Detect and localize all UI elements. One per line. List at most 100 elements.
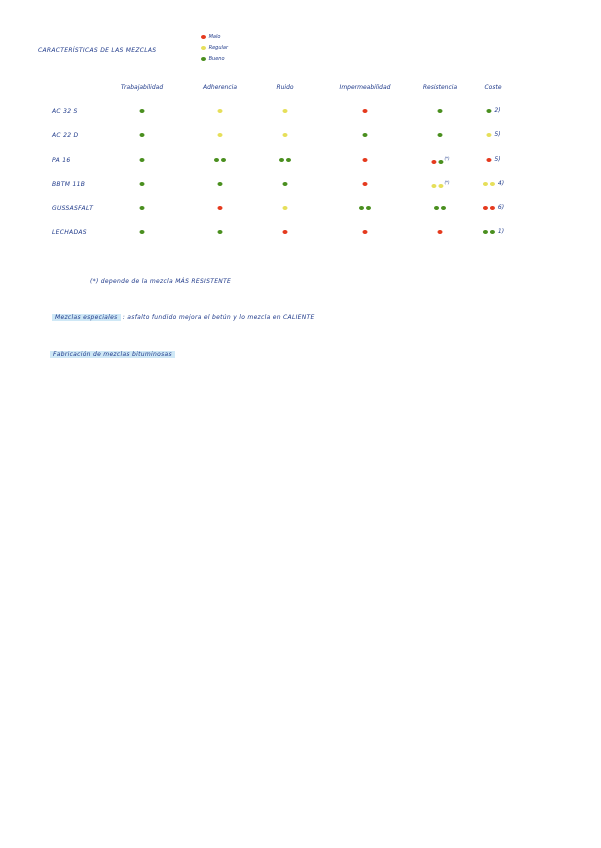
rating-dot-bueno: [217, 181, 223, 186]
coste-rank: 5): [494, 156, 501, 163]
rating-dot-bueno: [441, 205, 446, 210]
note-marker: (*): [444, 180, 450, 185]
rating-cell: [282, 131, 289, 138]
rating-dot-bueno: [366, 205, 371, 210]
rating-dot-bueno: [359, 205, 364, 210]
column-header: Ruido: [276, 84, 294, 91]
rating-dot-bueno: [279, 157, 284, 162]
rating-cell: 4): [482, 180, 504, 187]
legend-item: Bueno: [200, 56, 225, 62]
legend-dot: [201, 56, 206, 61]
row-label: GUSSASFALT: [52, 205, 94, 212]
rating-cell: 5): [485, 156, 501, 163]
rating-dot-malo: [437, 229, 443, 234]
rating-cell: 5): [485, 131, 501, 138]
row-label: AC 22 D: [52, 132, 79, 139]
rating-dot-malo: [431, 159, 437, 164]
rating-cell: [278, 156, 292, 163]
rating-cell: [217, 204, 224, 211]
row-label: BBTM 11B: [52, 181, 86, 188]
rating-dot-bueno: [362, 132, 368, 137]
coste-rank: 4): [497, 180, 505, 187]
rating-cell: [433, 204, 447, 211]
coste-rank: 5): [494, 131, 501, 138]
legend-label: Regular: [208, 45, 228, 51]
rating-dot-malo: [482, 205, 488, 210]
legend-item: Regular: [200, 45, 228, 51]
rating-dot-regular: [217, 108, 223, 113]
rating-dot-regular: [282, 108, 288, 113]
legend-label: Malo: [208, 34, 221, 40]
rating-dot-regular: [431, 183, 437, 188]
rating-dot-regular: [282, 205, 288, 210]
rating-dot-regular: [486, 132, 492, 137]
special-mixes-text: : asfalto fundido mejora el betún y lo m…: [122, 314, 315, 321]
rating-dot-bueno: [139, 181, 145, 186]
footnote: (*) depende de la mezcla MÁS RESISTENTE: [90, 278, 232, 285]
rating-cell: [358, 204, 372, 211]
rating-cell: [139, 228, 146, 235]
special-mixes-label: Mezclas especiales: [52, 314, 121, 321]
rating-dot-bueno: [486, 108, 492, 113]
rating-dot-malo: [362, 157, 368, 162]
rating-dot-bueno: [437, 108, 443, 113]
rating-dot-bueno: [434, 205, 439, 210]
legend-label: Bueno: [208, 56, 225, 62]
rating-cell: [362, 228, 369, 235]
rating-dot-bueno: [139, 108, 145, 113]
rating-cell: [282, 204, 289, 211]
row-label: LECHADAS: [52, 229, 87, 236]
rating-cell: [217, 107, 224, 114]
rating-dot-malo: [362, 229, 368, 234]
row-label: AC 32 S: [52, 108, 78, 115]
rating-cell: [362, 156, 369, 163]
rating-dot-bueno: [489, 229, 495, 234]
legend-item: Malo: [200, 34, 220, 40]
rating-cell: [139, 204, 146, 211]
section-heading: Fabricación de mezclas bituminosas: [50, 351, 175, 358]
rating-dot-bueno: [139, 229, 145, 234]
row-label: PA 16: [52, 157, 71, 164]
rating-dot-regular: [482, 181, 488, 186]
rating-cell: [362, 180, 369, 187]
rating-cell: [213, 156, 227, 163]
rating-dot-malo: [362, 181, 368, 186]
column-header: Resistencia: [422, 84, 458, 91]
legend-dot: [201, 34, 206, 39]
rating-cell: 6): [482, 204, 504, 211]
column-header: Adherencia: [202, 84, 238, 91]
column-header: Trabajabilidad: [120, 84, 164, 91]
column-header: Coste: [484, 84, 502, 91]
rating-dot-malo: [217, 205, 223, 210]
rating-dot-bueno: [217, 229, 223, 234]
rating-cell: [139, 156, 146, 163]
rating-dot-bueno: [221, 157, 226, 162]
rating-dot-bueno: [139, 132, 145, 137]
coste-rank: 2): [494, 107, 501, 114]
rating-cell: [217, 131, 224, 138]
rating-cell: [362, 107, 369, 114]
rating-dot-bueno: [482, 229, 488, 234]
rating-cell: [217, 228, 224, 235]
rating-dot-malo: [282, 229, 288, 234]
rating-dot-bueno: [286, 157, 291, 162]
rating-dot-bueno: [214, 157, 219, 162]
rating-cell: (*): [430, 156, 450, 165]
rating-dot-bueno: [282, 181, 288, 186]
rating-dot-regular: [217, 132, 223, 137]
rating-cell: [362, 131, 369, 138]
rating-cell: [139, 131, 146, 138]
rating-dot-malo: [362, 108, 368, 113]
rating-cell: [437, 107, 444, 114]
rating-cell: [282, 107, 289, 114]
rating-dot-malo: [486, 157, 492, 162]
rating-cell: [282, 228, 289, 235]
rating-dot-regular: [282, 132, 288, 137]
rating-dot-malo: [489, 205, 495, 210]
rating-dot-bueno: [139, 205, 145, 210]
rating-dot-regular: [438, 183, 444, 188]
legend-dot: [201, 45, 206, 50]
rating-dot-bueno: [438, 159, 444, 164]
rating-cell: [139, 107, 146, 114]
rating-cell: 2): [485, 107, 501, 114]
